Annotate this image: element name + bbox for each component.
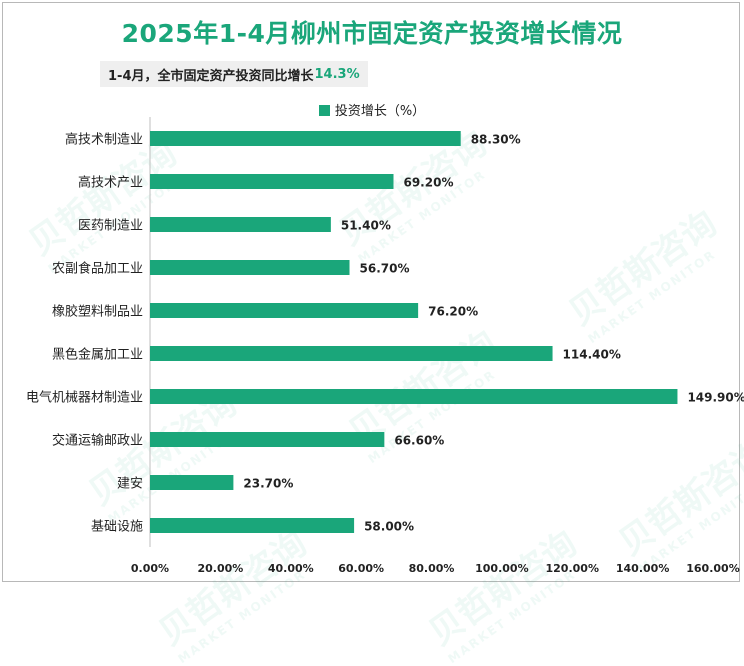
legend-swatch (318, 105, 330, 116)
category-label-3: 农副食品加工业 (52, 261, 143, 277)
legend: 投资增长（%） (0, 100, 744, 119)
bar-6 (150, 389, 678, 404)
x-tick-label-6: 120.00% (546, 562, 599, 575)
bar-9 (150, 518, 355, 533)
category-label-8: 建安 (117, 477, 143, 492)
bar-7 (150, 432, 385, 447)
x-tick-label-4: 80.00% (409, 562, 455, 575)
x-tick-label-2: 40.00% (268, 562, 314, 575)
chart-title: 2025年1-4月柳州市固定资产投资增长情况 (121, 19, 623, 48)
category-label-6: 电气机械器材制造业 (26, 390, 143, 406)
data-label-4: 76.20% (428, 305, 478, 319)
data-label-6: 149.90% (687, 391, 744, 405)
bar-2 (150, 217, 331, 232)
bar-0 (150, 131, 461, 146)
data-label-8: 23.70% (243, 477, 293, 491)
bar-chart: 高技术制造业 88.30% 高技术产业 69.20% 医药制造业 51.40% 农副食品加工… (26, 117, 744, 575)
data-label-7: 66.60% (394, 434, 444, 448)
x-tick-label-1: 20.00% (197, 562, 243, 575)
x-tick-label-3: 60.00% (338, 562, 384, 575)
bar-1 (150, 174, 394, 189)
x-tick-label-7: 140.00% (616, 562, 669, 575)
data-label-5: 114.40% (563, 348, 621, 362)
x-tick-label-8: 160.00% (686, 562, 739, 575)
bar-4 (150, 303, 419, 318)
bar-3 (150, 260, 350, 275)
category-label-4: 橡胶塑料制品业 (52, 304, 143, 320)
category-label-9: 基础设施 (91, 520, 143, 535)
chart-frame (2, 2, 740, 582)
data-label-2: 51.40% (341, 219, 391, 233)
legend-label: 投资增长（%） (334, 104, 426, 119)
x-tick-label-5: 100.00% (475, 562, 528, 575)
category-label-5: 黑色金属加工业 (52, 347, 143, 363)
category-label-0: 高技术制造业 (65, 132, 143, 148)
category-label-2: 医药制造业 (78, 219, 143, 234)
bar-8 (150, 475, 234, 490)
category-label-1: 高技术产业 (78, 175, 143, 191)
subtitle-box: 1-4月，全市固定资产投资同比增长 14.3% (100, 61, 368, 87)
subtitle-value: 14.3% (314, 66, 360, 82)
category-label-7: 交通运输邮政业 (52, 433, 143, 449)
data-label-0: 88.30% (471, 133, 521, 147)
data-label-9: 58.00% (364, 520, 414, 534)
subtitle-text: 1-4月，全市固定资产投资同比增长 (108, 68, 314, 84)
data-label-3: 56.70% (360, 262, 410, 276)
data-label-1: 69.20% (403, 176, 453, 190)
bar-5 (150, 346, 553, 361)
x-tick-label-0: 0.00% (131, 562, 169, 575)
